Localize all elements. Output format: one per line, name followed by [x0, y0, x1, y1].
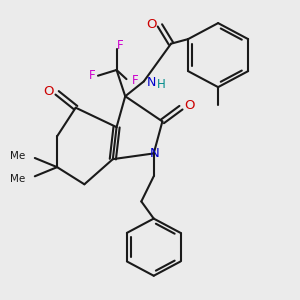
Text: Me: Me	[10, 151, 25, 161]
Text: F: F	[88, 69, 95, 82]
Text: N: N	[150, 147, 160, 160]
Text: F: F	[132, 74, 139, 87]
Text: Me: Me	[10, 174, 25, 184]
Text: O: O	[184, 99, 195, 112]
Text: O: O	[146, 18, 157, 31]
Text: F: F	[117, 40, 124, 52]
Text: H: H	[157, 78, 166, 91]
Text: N: N	[147, 76, 156, 89]
Text: O: O	[43, 85, 54, 98]
